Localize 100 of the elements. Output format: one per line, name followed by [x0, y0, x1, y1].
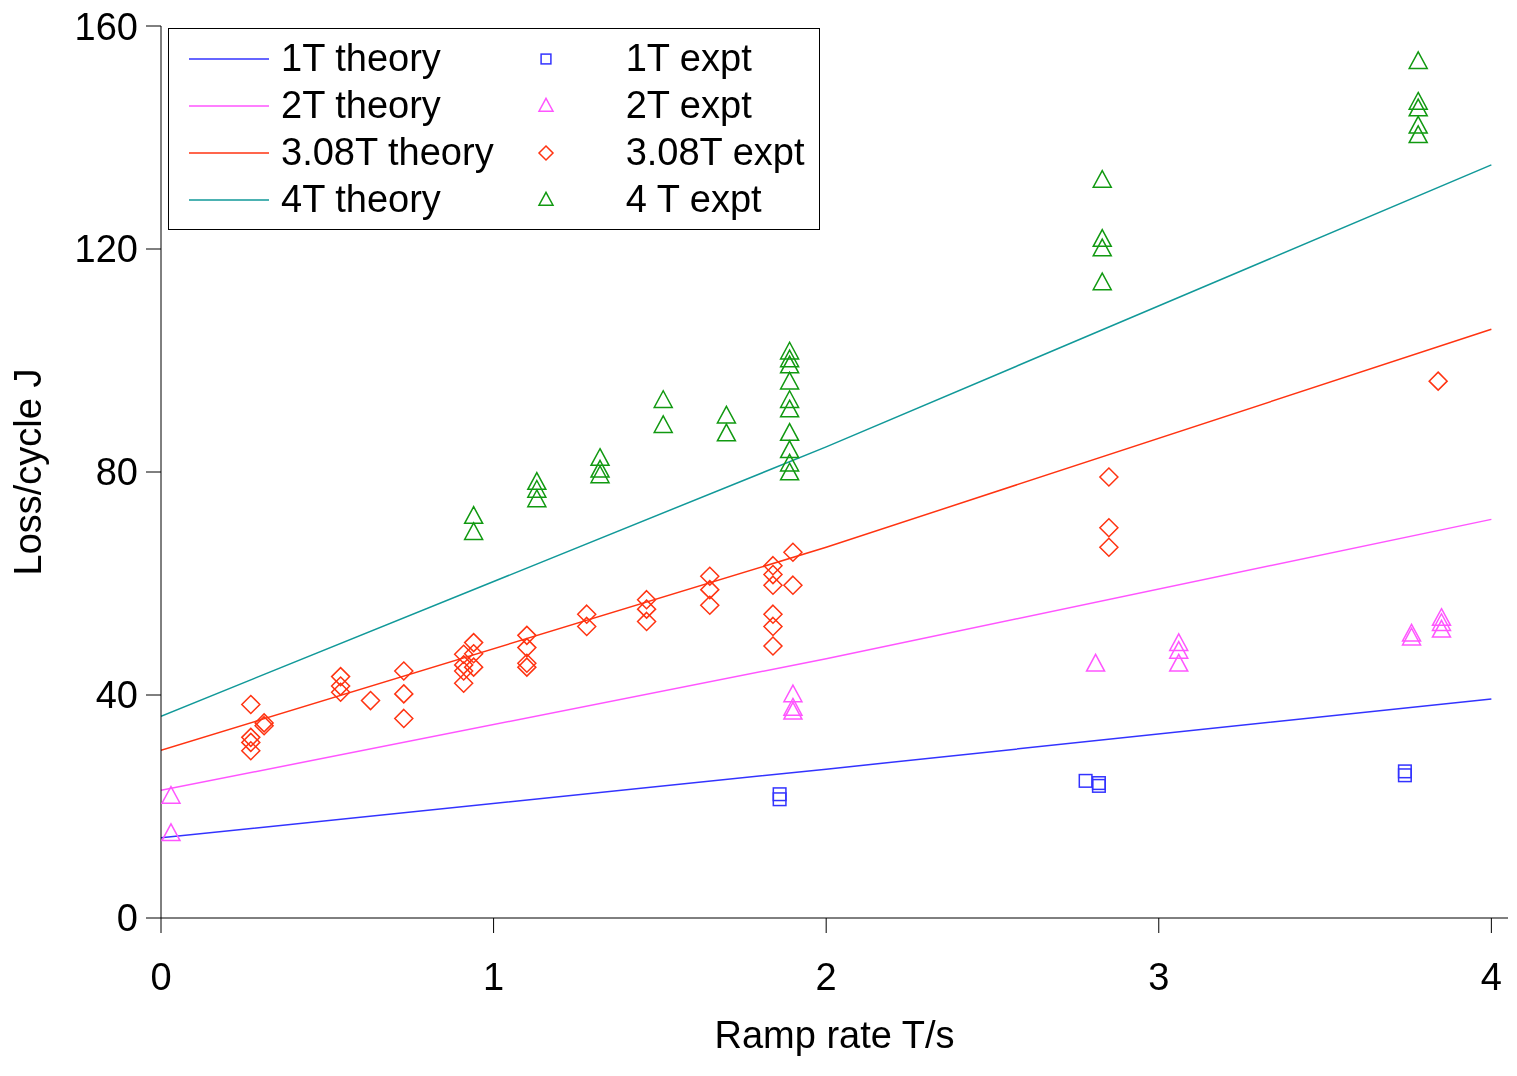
x-tick-label: 4 — [1480, 955, 1502, 998]
point — [576, 604, 597, 624]
point — [453, 644, 474, 665]
point — [463, 657, 484, 677]
y-tick-label: 40 — [95, 674, 138, 717]
point — [779, 341, 800, 360]
point — [779, 399, 800, 418]
point — [1168, 653, 1189, 672]
legend-label: 3.08T expt — [625, 130, 805, 175]
point — [783, 697, 803, 716]
point — [763, 564, 783, 585]
point — [636, 599, 657, 619]
point — [700, 595, 720, 615]
point — [1408, 115, 1428, 134]
point — [1431, 619, 1452, 638]
point — [517, 625, 537, 646]
point — [1408, 125, 1428, 144]
point — [700, 579, 720, 600]
point — [527, 479, 547, 498]
point — [653, 415, 673, 434]
point — [394, 661, 414, 681]
point — [783, 684, 803, 703]
point — [1168, 633, 1189, 652]
point — [463, 644, 484, 664]
point — [590, 459, 610, 478]
point — [590, 465, 610, 484]
point — [763, 575, 783, 595]
y-tick-label: 80 — [95, 451, 138, 494]
legend-label: 2T expt — [625, 83, 752, 128]
point — [700, 566, 720, 586]
point — [779, 440, 800, 459]
point — [241, 741, 261, 761]
point — [463, 522, 484, 541]
point — [1099, 537, 1119, 558]
point — [1431, 607, 1452, 627]
point — [772, 792, 787, 807]
point — [1092, 272, 1112, 291]
point — [394, 684, 414, 704]
point — [394, 708, 414, 729]
point — [636, 611, 657, 632]
point — [783, 542, 803, 563]
legend-label: 1T expt — [625, 36, 752, 81]
y-axis-title: Loss/cycle J — [7, 368, 50, 576]
point — [1397, 768, 1412, 783]
x-tick-label: 2 — [815, 955, 837, 998]
point — [1401, 623, 1422, 642]
point — [463, 632, 484, 653]
point — [330, 676, 351, 696]
point — [779, 422, 800, 442]
point — [763, 604, 783, 624]
point — [763, 636, 783, 656]
x-tick-label: 0 — [150, 955, 172, 998]
point — [453, 673, 474, 694]
point — [463, 505, 484, 525]
point — [453, 655, 474, 675]
x-tick-label: 3 — [1148, 955, 1170, 998]
point — [360, 690, 381, 711]
legend-label: 1T theory — [281, 36, 441, 81]
point — [1078, 773, 1093, 788]
point — [1408, 51, 1428, 70]
point — [1085, 653, 1106, 672]
point — [590, 447, 610, 467]
point — [1408, 91, 1428, 110]
point — [1428, 371, 1448, 391]
point — [636, 589, 657, 610]
point — [783, 701, 803, 720]
point — [716, 423, 737, 442]
point — [779, 462, 800, 481]
point — [779, 453, 800, 472]
point — [161, 823, 181, 842]
point — [1092, 169, 1112, 188]
legend-label: 3.08T theory — [281, 130, 494, 175]
point — [1397, 764, 1412, 779]
point — [1092, 238, 1112, 257]
x-tick-label: 1 — [483, 955, 505, 998]
y-tick-label: 120 — [74, 228, 138, 271]
legend-label: 2T theory — [281, 83, 441, 128]
y-tick-label: 0 — [116, 897, 138, 940]
point — [453, 661, 474, 681]
point — [330, 682, 351, 702]
legend-label: 4T theory — [281, 177, 441, 222]
point — [1408, 98, 1428, 117]
point — [783, 575, 803, 595]
point — [763, 616, 783, 637]
point — [527, 489, 547, 508]
point — [161, 785, 181, 804]
point — [330, 666, 351, 687]
point — [241, 732, 261, 753]
point — [1099, 518, 1119, 538]
point — [576, 616, 597, 637]
point — [1431, 612, 1452, 632]
point — [779, 349, 800, 368]
point — [779, 389, 800, 409]
point — [779, 371, 800, 390]
legend-label: 4 T expt — [625, 177, 762, 222]
point — [779, 355, 800, 374]
point — [241, 694, 261, 715]
point — [1099, 467, 1119, 487]
point — [1092, 228, 1112, 248]
point — [772, 787, 787, 802]
